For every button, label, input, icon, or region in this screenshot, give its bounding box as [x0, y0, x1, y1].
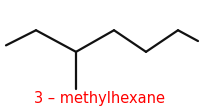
Text: 3 – methylhexane: 3 – methylhexane	[35, 91, 166, 106]
